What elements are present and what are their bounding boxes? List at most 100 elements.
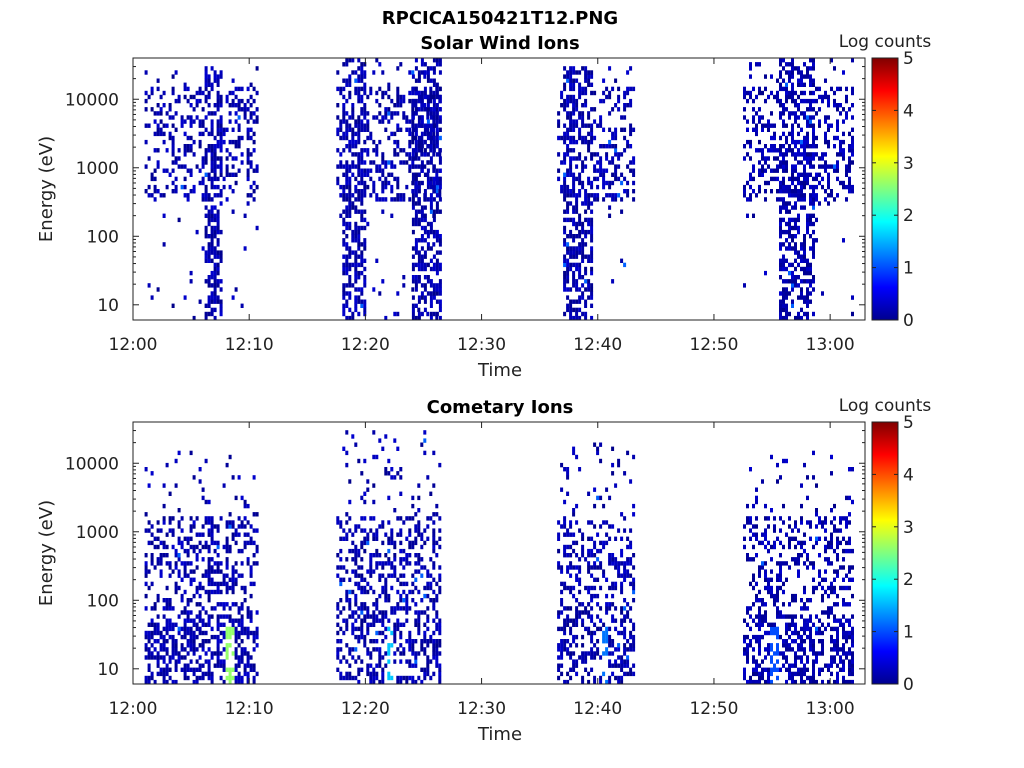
- spectrogram-cell: [791, 279, 794, 284]
- spectrogram-cell: [432, 671, 436, 677]
- spectrogram-cell: [755, 671, 758, 677]
- spectrogram-cell: [572, 270, 576, 276]
- spectrogram-cell: [602, 540, 606, 546]
- spectrogram-cell: [387, 573, 391, 578]
- spectrogram-cell: [797, 115, 800, 120]
- spectrogram-cell: [557, 111, 561, 116]
- spectrogram-cell: [363, 180, 367, 186]
- spectrogram-cell: [165, 168, 169, 173]
- spectrogram-cell: [414, 639, 418, 644]
- spectrogram-cell: [393, 544, 397, 550]
- spectrogram-cell: [575, 622, 579, 627]
- spectrogram-cell: [626, 139, 630, 145]
- spectrogram-cell: [824, 90, 827, 96]
- spectrogram-cell: [354, 144, 358, 149]
- spectrogram-cell: [399, 532, 403, 537]
- spectrogram-cell: [378, 630, 382, 636]
- spectrogram-cell: [390, 172, 394, 177]
- spectrogram-cell: [213, 70, 217, 75]
- spectrogram-cell: [417, 557, 421, 562]
- spectrogram-cell: [623, 262, 627, 268]
- spectrogram-cell: [809, 201, 812, 206]
- spectrogram-cell: [372, 516, 376, 521]
- spectrogram-cell: [417, 315, 421, 321]
- spectrogram-cell: [147, 123, 151, 128]
- spectrogram-cell: [572, 189, 576, 194]
- spectrogram-cell: [387, 557, 391, 562]
- spectrogram-cell: [572, 275, 576, 280]
- spectrogram-cell: [171, 160, 175, 165]
- spectrogram-cell: [743, 184, 746, 190]
- spectrogram-cell: [746, 520, 749, 525]
- spectrogram-cell: [210, 569, 214, 574]
- spectrogram-cell: [755, 553, 758, 558]
- spectrogram-cell: [237, 634, 241, 640]
- spectrogram-cell: [411, 315, 415, 321]
- spectrogram-cell: [402, 111, 406, 116]
- spectrogram-cell: [369, 135, 373, 141]
- spectrogram-cell: [345, 246, 349, 251]
- spectrogram-cell: [375, 164, 379, 169]
- spectrogram-cell: [192, 639, 196, 644]
- spectrogram-cell: [372, 622, 376, 627]
- spectrogram-cell: [363, 123, 367, 128]
- spectrogram-cell: [381, 94, 385, 100]
- spectrogram-cell: [219, 651, 223, 656]
- spectrogram-cell: [414, 618, 418, 623]
- spectrogram-cell: [369, 528, 373, 533]
- spectrogram-cell: [408, 127, 412, 132]
- spectrogram-cell: [189, 123, 193, 128]
- spectrogram-cell: [764, 602, 767, 607]
- spectrogram-cell: [785, 291, 788, 296]
- spectrogram-cell: [608, 193, 612, 198]
- spectrogram-cell: [213, 213, 217, 218]
- spectrogram-cell: [764, 189, 767, 194]
- spectrogram-cell: [755, 499, 758, 505]
- spectrogram-cell: [147, 184, 151, 190]
- spectrogram-cell: [384, 626, 388, 632]
- spectrogram-cell: [345, 82, 349, 87]
- spectrogram-cell: [764, 532, 767, 537]
- spectrogram-cell: [384, 107, 388, 112]
- spectrogram-cell: [381, 160, 385, 165]
- spectrogram-cell: [213, 160, 217, 165]
- spectrogram-cell: [797, 172, 800, 177]
- spectrogram-cell: [566, 569, 570, 574]
- spectrogram-cell: [411, 651, 415, 656]
- spectrogram-cell: [563, 270, 567, 276]
- spectrogram-cell: [833, 98, 836, 104]
- spectrogram-cell: [758, 139, 761, 145]
- spectrogram-cell: [779, 148, 782, 153]
- spectrogram-cell: [788, 536, 791, 541]
- spectrogram-cell: [593, 487, 597, 492]
- spectrogram-cell: [216, 107, 220, 112]
- spectrogram-cell: [216, 634, 220, 640]
- spectrogram-cell: [213, 291, 217, 296]
- spectrogram-cell: [336, 622, 340, 627]
- spectrogram-cell: [620, 655, 624, 660]
- spectrogram-cell: [779, 217, 782, 223]
- spectrogram-cell: [150, 295, 154, 300]
- spectrogram-cell: [752, 164, 755, 169]
- spectrogram-cell: [216, 127, 220, 132]
- spectrogram-cell: [219, 139, 223, 145]
- spectrogram-cell: [812, 544, 815, 550]
- spectrogram-cell: [569, 553, 573, 558]
- spectrogram-cell: [785, 614, 788, 619]
- spectrogram-cell: [749, 528, 752, 533]
- spectrogram-cell: [806, 217, 809, 223]
- spectrogram-cell: [216, 242, 220, 247]
- spectrogram-cell: [632, 565, 636, 570]
- spectrogram-cell: [210, 217, 214, 223]
- spectrogram-cell: [213, 144, 217, 149]
- spectrogram-cell: [156, 671, 160, 677]
- spectrogram-cell: [243, 111, 247, 116]
- spectrogram-cell: [399, 148, 403, 153]
- spectrogram-cell: [812, 184, 815, 190]
- spectrogram-cell: [845, 111, 848, 116]
- spectrogram-cell: [560, 565, 564, 570]
- spectrogram-cell: [566, 250, 570, 255]
- spectrogram-cell: [246, 156, 250, 161]
- spectrogram-cell: [351, 647, 355, 652]
- spectrogram-cell: [794, 266, 797, 272]
